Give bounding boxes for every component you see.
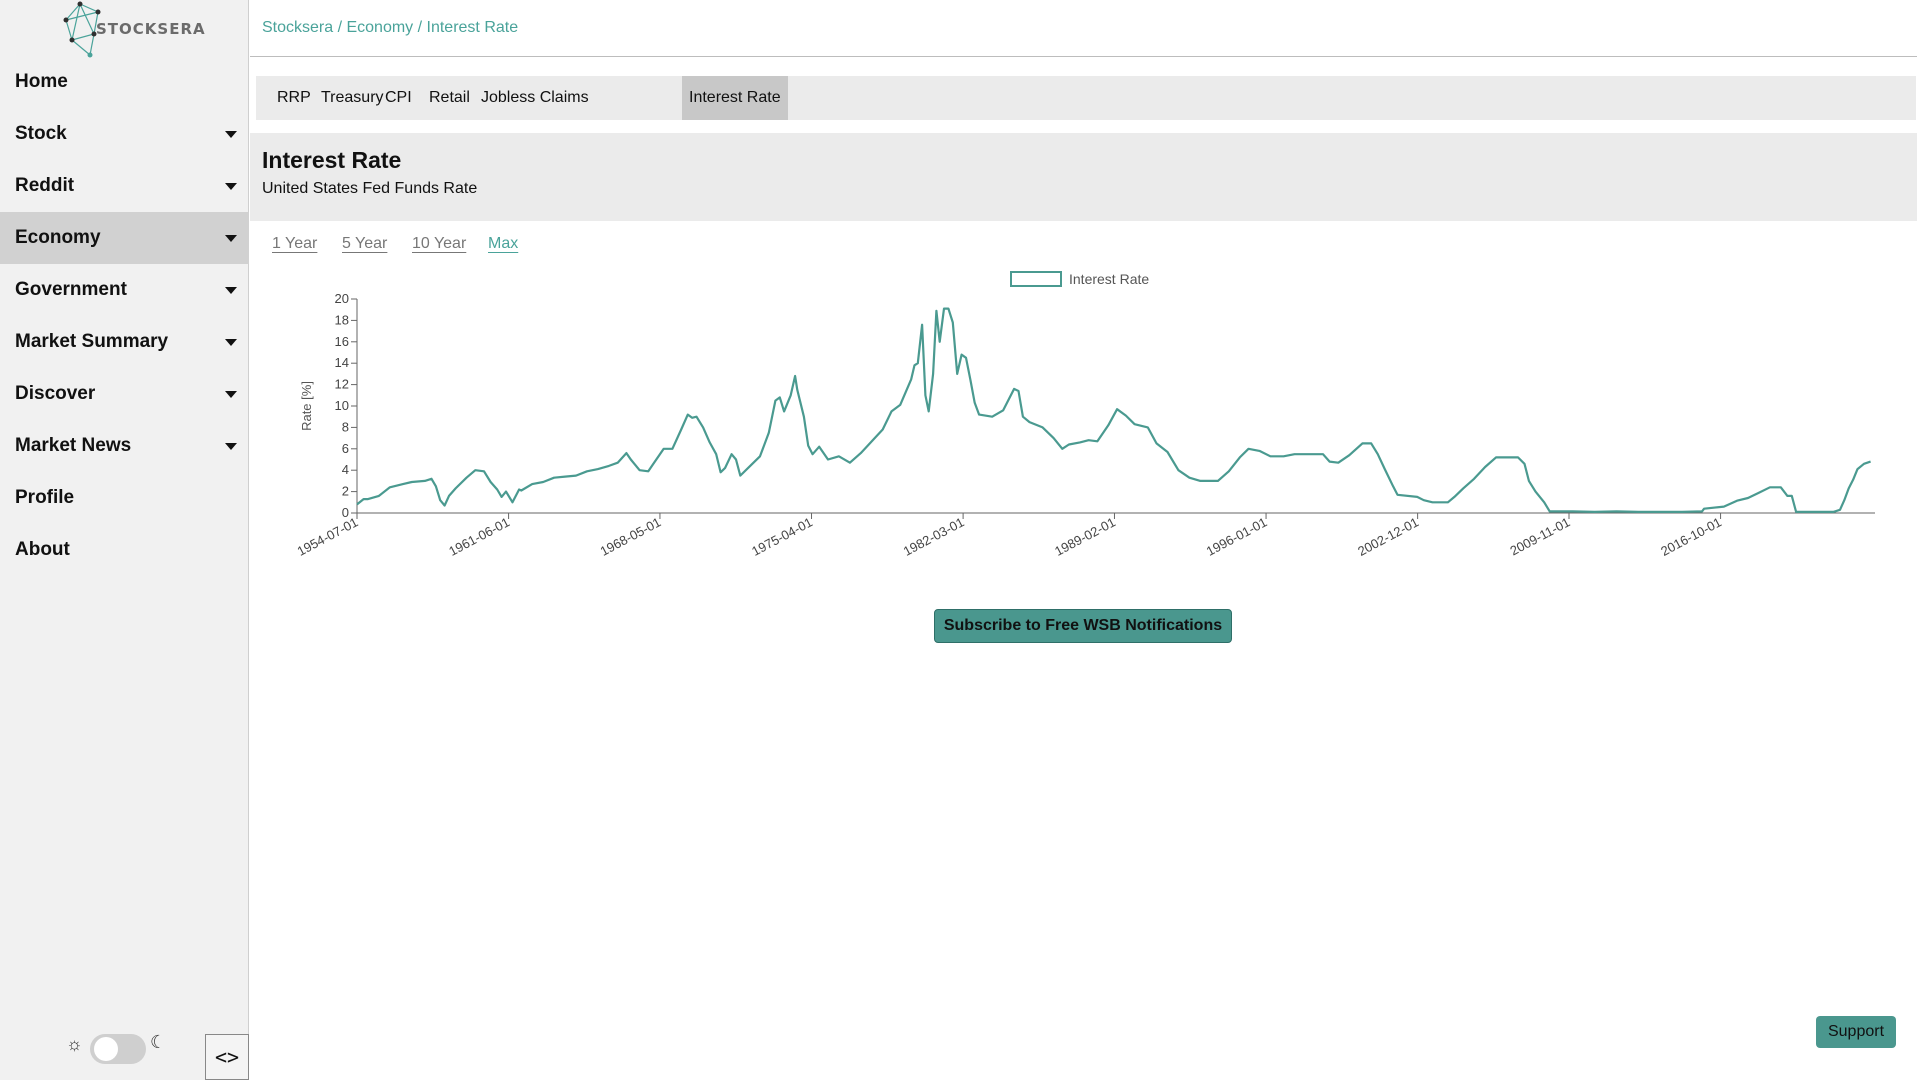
y-tick-label: 2 (342, 484, 349, 499)
x-tick-label: 1996-01-01 (1204, 514, 1270, 558)
sidebar-item-label: Profile (15, 487, 75, 508)
x-tick-label: 1961-06-01 (446, 514, 512, 558)
breadcrumb[interactable]: Stocksera / Economy / Interest Rate (262, 19, 519, 36)
sidebar-item-label: Stock (15, 123, 67, 144)
y-tick-label: 20 (335, 291, 349, 306)
y-axis-label: Rate [%] (299, 381, 314, 431)
sidebar-item-label: Reddit (15, 175, 75, 196)
caret-down-icon (225, 443, 237, 450)
range-1-year[interactable]: 1 Year (272, 235, 318, 252)
range-10-year[interactable]: 10 Year (412, 235, 467, 252)
x-tick-label: 2016-10-01 (1658, 514, 1724, 558)
caret-down-icon (225, 235, 237, 242)
caret-down-icon (225, 339, 237, 346)
x-tick-label: 1954-07-01 (295, 514, 361, 558)
sidebar-item-home[interactable]: Home (0, 56, 249, 108)
caret-down-icon (225, 391, 237, 398)
y-tick-label: 6 (342, 441, 349, 456)
sidebar-item-label: Home (15, 71, 68, 92)
sidebar-item-discover[interactable]: Discover (0, 368, 249, 420)
page-title: Interest Rate (262, 147, 402, 173)
header-divider (250, 56, 1917, 57)
y-tick-label: 8 (342, 419, 349, 434)
tab-cpi[interactable]: CPI (385, 89, 412, 106)
theme-switch[interactable] (90, 1034, 146, 1064)
y-tick-label: 4 (342, 462, 349, 477)
tab-rrp[interactable]: RRP (277, 89, 311, 106)
page-header: Interest Rate United States Fed Funds Ra… (250, 133, 1917, 221)
sidebar-item-reddit[interactable]: Reddit (0, 160, 249, 212)
y-tick-label: 14 (335, 355, 349, 370)
sidebar-item-market-news[interactable]: Market News (0, 420, 249, 472)
sidebar-item-label: Market News (15, 435, 132, 456)
y-tick-label: 10 (335, 398, 349, 413)
x-tick-label: 2002-12-01 (1355, 514, 1421, 558)
sidebar-nav: Home Stock Reddit Economy Government Market S… (0, 56, 249, 576)
tab-retail[interactable]: Retail (429, 89, 470, 106)
caret-down-icon (225, 183, 237, 190)
legend-swatch (1010, 271, 1062, 287)
series-line-interest-rate (356, 307, 1871, 513)
sidebar-item-economy[interactable]: Economy (0, 212, 249, 264)
code-icon[interactable]: <> (205, 1034, 249, 1080)
x-tick-label: 1989-02-01 (1052, 514, 1118, 558)
sun-icon: ☼ (66, 1034, 83, 1054)
range-5-year[interactable]: 5 Year (342, 235, 388, 252)
y-tick-label: 0 (342, 505, 349, 520)
tab-jobless-claims[interactable]: Jobless Claims (481, 89, 589, 106)
chart-svg: Interest Rate 0 2 4 6 8 10 12 14 16 18 20 Rate [%] 19… (295, 271, 1875, 559)
y-tick-label: 16 (335, 334, 349, 349)
theme-switch-knob (94, 1037, 118, 1061)
subscribe-button[interactable]: Subscribe to Free WSB Notifications (934, 609, 1232, 643)
logo-text: STOCKSERA (96, 20, 206, 38)
caret-down-icon (225, 287, 237, 294)
range-max[interactable]: Max (488, 235, 519, 252)
moon-icon: ☾ (150, 1032, 167, 1052)
interest-rate-chart: Interest Rate 0 2 4 6 8 10 12 14 16 18 20 Rate [%] 19… (250, 260, 1920, 580)
sidebar-item-label: Market Summary (15, 331, 169, 352)
tab-treasury[interactable]: Treasury (321, 89, 384, 106)
legend-label: Interest Rate (1069, 271, 1149, 287)
y-tick-label: 12 (335, 377, 349, 392)
y-tick-label: 18 (335, 312, 349, 327)
economy-tabs: RRP Treasury CPI Retail Jobless Claims Intere… (256, 76, 1916, 120)
x-tick-label: 1968-05-01 (598, 514, 664, 558)
sidebar: STOCKSERA Home Stock Reddit Economy Governme… (0, 0, 249, 1080)
sidebar-item-market-summary[interactable]: Market Summary (0, 316, 249, 368)
x-tick-label: 1982-03-01 (901, 514, 967, 558)
caret-down-icon (225, 131, 237, 138)
sidebar-item-label: About (15, 539, 70, 560)
page-subtitle: United States Fed Funds Rate (262, 180, 478, 197)
logo-network-icon (63, 1, 101, 58)
sidebar-item-about[interactable]: About (0, 524, 249, 576)
sidebar-item-label: Economy (15, 227, 101, 248)
sidebar-item-government[interactable]: Government (0, 264, 249, 316)
sidebar-item-label: Government (15, 279, 127, 300)
theme-toggle[interactable]: ☼ ☾ (66, 1032, 166, 1064)
sidebar-item-stock[interactable]: Stock (0, 108, 249, 160)
tab-interest-rate[interactable]: Interest Rate (682, 76, 788, 120)
sidebar-item-profile[interactable]: Profile (0, 472, 249, 524)
x-tick-label: 1975-04-01 (749, 514, 815, 558)
x-tick-label: 2009-11-01 (1507, 514, 1572, 558)
sidebar-item-label: Discover (15, 383, 96, 404)
logo[interactable]: STOCKSERA (60, 0, 205, 58)
support-button[interactable]: Support (1816, 1016, 1896, 1048)
